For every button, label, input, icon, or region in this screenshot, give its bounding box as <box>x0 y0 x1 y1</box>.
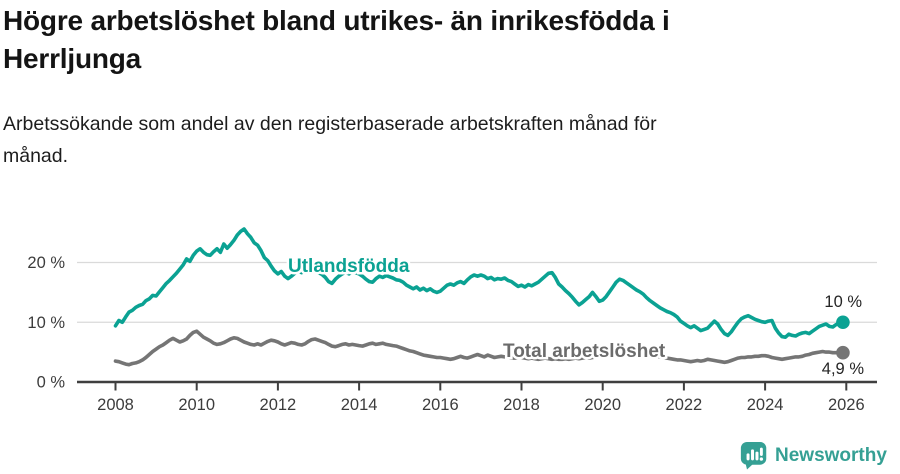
chart-speech-bubble-icon <box>740 441 767 470</box>
svg-text:2026: 2026 <box>828 396 865 414</box>
x-axis <box>77 380 877 391</box>
svg-text:2016: 2016 <box>422 396 459 414</box>
svg-text:2018: 2018 <box>503 396 540 414</box>
end-dot-total <box>836 345 850 360</box>
svg-text:2020: 2020 <box>584 396 621 414</box>
page-title-line2: Herrljunga <box>3 42 142 74</box>
svg-text:2022: 2022 <box>666 396 703 414</box>
svg-text:2014: 2014 <box>341 396 378 414</box>
series-label-utlandsfodda: Utlandsfödda <box>288 256 410 277</box>
y-tick-labels: 0 % 10 % 20 % <box>27 254 65 392</box>
x-tick-labels: 2008 2010 2012 2014 2016 2018 2020 2022 2024 2026 <box>97 396 865 414</box>
end-dot-utlandsfodda <box>836 315 850 330</box>
page-title-line1: Högre arbetslöshet bland utrikes- än inr… <box>3 5 670 36</box>
page-title: Högre arbetslöshet bland utrikes- än inr… <box>3 2 833 78</box>
svg-text:2012: 2012 <box>260 396 297 414</box>
series-label-total: Total arbetslöshet <box>503 341 666 362</box>
chart-subtitle-line2: månad. <box>3 144 69 167</box>
chart-subtitle-line1: Arbetssökande som andel av den registerb… <box>3 113 657 135</box>
end-label-total: 4,9 % <box>822 360 865 378</box>
chart-subtitle: Arbetssökande som andel av den registerb… <box>3 109 783 172</box>
gridlines <box>77 261 877 323</box>
series-total <box>113 329 845 367</box>
brand-name: Newsworthy <box>775 444 887 466</box>
svg-text:2024: 2024 <box>747 396 784 414</box>
svg-text:2008: 2008 <box>97 396 134 414</box>
svg-text:2010: 2010 <box>178 396 215 414</box>
newsworthy-brand: Newsworthy <box>740 441 887 470</box>
end-label-utlandsfodda: 10 % <box>824 293 862 311</box>
svg-text:0 %: 0 % <box>37 374 66 392</box>
svg-text:20 %: 20 % <box>27 254 65 272</box>
svg-text:10 %: 10 % <box>27 314 65 332</box>
series-utlandsfodda <box>113 227 845 339</box>
